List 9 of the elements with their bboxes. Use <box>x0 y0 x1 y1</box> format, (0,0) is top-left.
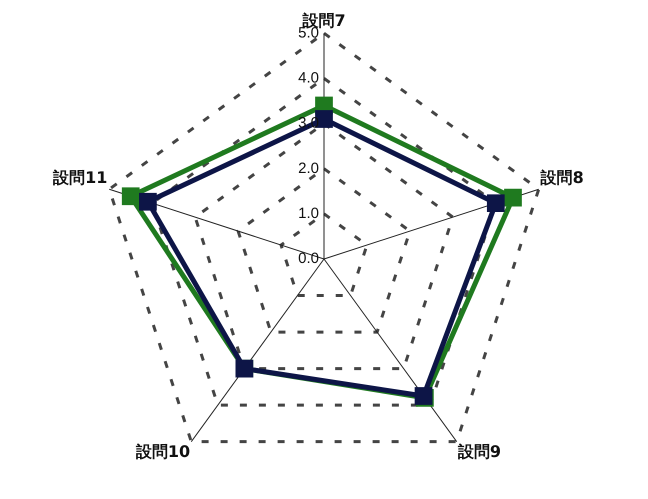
spoke-label: 設問9 <box>456 442 502 462</box>
spoke-label: 設問10 <box>134 442 190 462</box>
y-tick-label: 0.0 <box>298 250 319 268</box>
y-tick-label: 2.0 <box>298 160 319 177</box>
y-tick-label: 1.0 <box>298 204 319 222</box>
y-tick-label: 4.0 <box>298 70 319 86</box>
spoke-label: 設問8 <box>540 168 584 188</box>
spoke-label: 設問11 <box>52 168 108 188</box>
y-tick-label: 3.0 <box>298 114 319 132</box>
